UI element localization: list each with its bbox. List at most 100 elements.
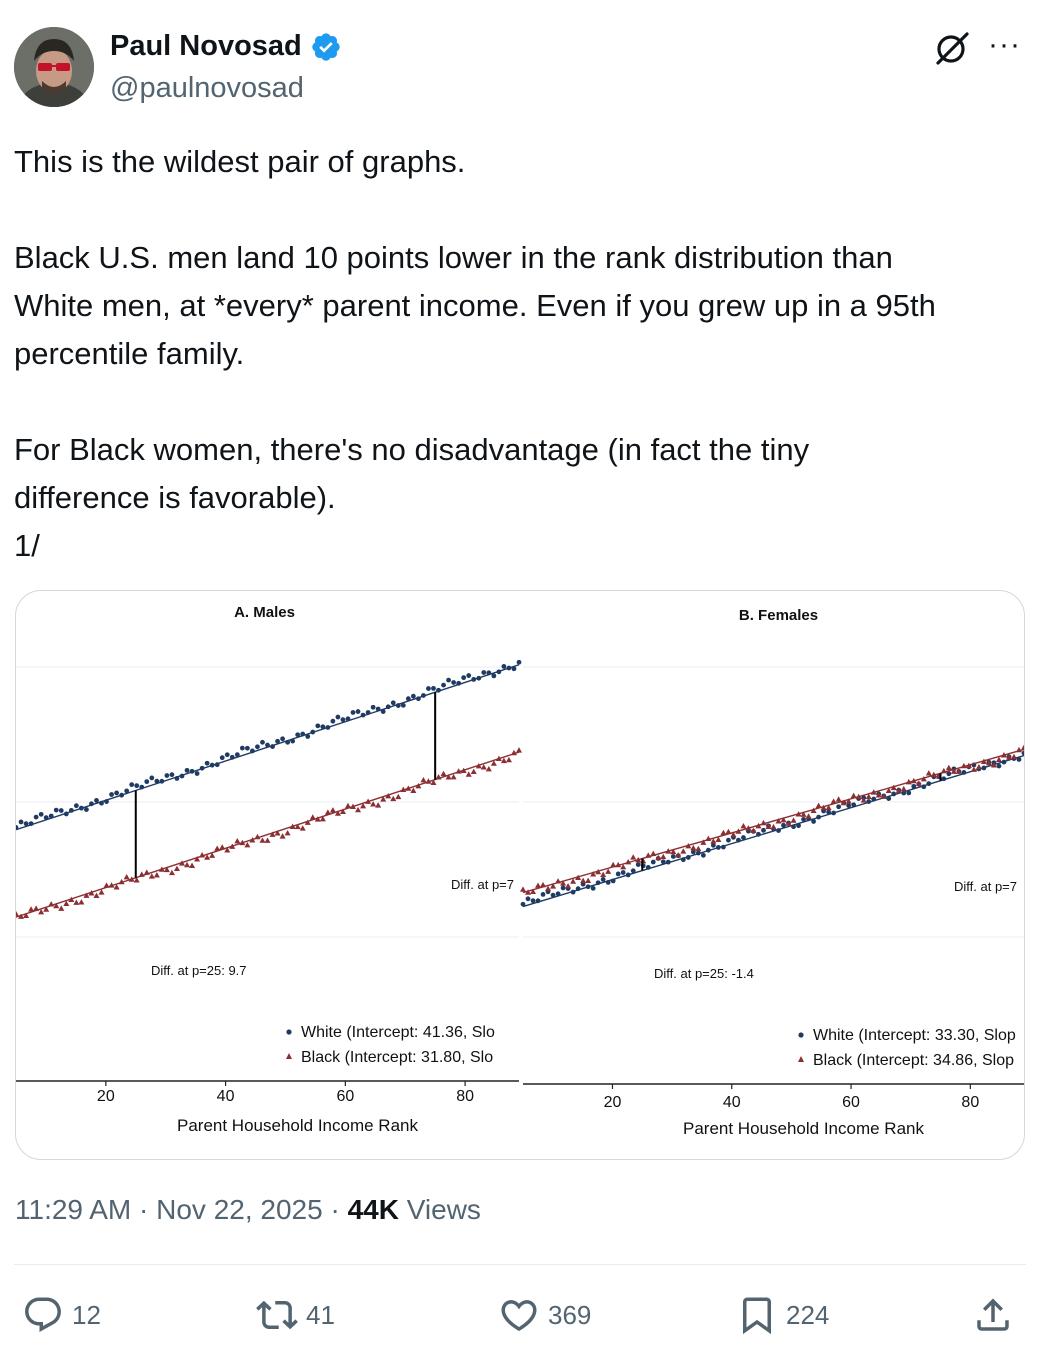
legend-marker xyxy=(798,1032,804,1038)
data-point xyxy=(740,823,747,829)
data-point xyxy=(911,783,917,789)
data-point xyxy=(465,771,472,777)
x-tick-label: 40 xyxy=(723,1094,741,1111)
data-point xyxy=(209,762,215,768)
data-point xyxy=(860,797,867,803)
data-point xyxy=(194,856,201,862)
data-point xyxy=(700,839,707,845)
reply-button[interactable]: 12 xyxy=(22,1294,101,1336)
data-point xyxy=(355,806,362,813)
data-point xyxy=(229,754,235,760)
data-point xyxy=(635,856,642,863)
data-point xyxy=(78,805,84,811)
data-point xyxy=(830,798,837,804)
data-point xyxy=(520,901,526,907)
grok-icon[interactable] xyxy=(934,30,970,66)
data-point xyxy=(930,771,937,778)
repost-button[interactable]: 41 xyxy=(256,1294,335,1336)
data-point xyxy=(139,784,145,790)
data-point xyxy=(745,825,752,831)
data-point xyxy=(204,854,211,860)
chart-panel-males: A. Males 20 40 60 80 Parent Household Income … xyxy=(16,604,522,1135)
data-point xyxy=(319,815,326,822)
avatar[interactable] xyxy=(14,27,94,107)
more-options-icon[interactable]: ··· xyxy=(988,28,1021,61)
data-point xyxy=(58,905,65,911)
x-tick-label: 40 xyxy=(217,1088,235,1105)
data-point xyxy=(610,878,616,884)
data-point xyxy=(615,861,622,868)
data-point xyxy=(244,841,251,848)
author-handle[interactable]: @paulnovosad xyxy=(110,72,304,104)
data-point xyxy=(685,855,691,860)
data-point xyxy=(264,837,271,843)
data-point xyxy=(460,767,467,774)
data-point xyxy=(224,752,230,758)
data-point xyxy=(715,845,721,850)
like-button[interactable]: 369 xyxy=(498,1294,591,1336)
tweet-media-image[interactable]: A. Males 20 40 60 80 Parent Household Income … xyxy=(15,590,1025,1160)
data-point xyxy=(530,888,537,894)
data-point xyxy=(309,814,316,820)
data-point xyxy=(345,716,351,722)
data-point xyxy=(375,706,381,712)
data-point xyxy=(23,821,29,827)
data-point xyxy=(199,852,206,858)
data-point xyxy=(960,762,967,769)
data-point xyxy=(209,852,216,858)
data-point xyxy=(850,792,857,799)
data-point xyxy=(405,696,411,702)
data-point xyxy=(179,773,185,779)
data-point xyxy=(815,802,822,809)
data-point xyxy=(124,788,130,794)
data-point xyxy=(910,777,917,784)
data-point xyxy=(736,837,741,843)
data-point xyxy=(446,677,451,683)
data-point xyxy=(18,819,24,825)
data-point xyxy=(88,890,95,896)
data-point xyxy=(344,802,351,809)
data-point xyxy=(530,898,536,904)
bookmark-count: 224 xyxy=(786,1299,830,1330)
data-point xyxy=(665,859,671,865)
data-point xyxy=(28,821,34,827)
legend-label: White (Intercept: 41.36, Slo xyxy=(301,1024,495,1041)
data-point xyxy=(741,835,746,840)
tweet-time[interactable]: 11:29 AM xyxy=(15,1194,132,1225)
data-point xyxy=(299,825,306,831)
data-point xyxy=(735,828,742,834)
data-point xyxy=(360,712,366,718)
data-point xyxy=(385,793,392,799)
data-point xyxy=(315,723,321,729)
data-point xyxy=(795,811,802,817)
data-point xyxy=(570,889,576,895)
repost-icon xyxy=(256,1300,298,1330)
data-point xyxy=(511,666,517,672)
data-point xyxy=(43,906,50,912)
data-point xyxy=(199,765,205,771)
data-point xyxy=(725,828,732,835)
data-point xyxy=(600,877,606,882)
x-axis-label: Parent Household Income Rank xyxy=(683,1119,924,1138)
data-point xyxy=(53,807,59,813)
share-button[interactable] xyxy=(972,1294,1014,1336)
data-point xyxy=(1000,752,1007,758)
data-point xyxy=(334,810,341,816)
data-point xyxy=(138,871,145,877)
data-point xyxy=(1021,750,1024,756)
data-point xyxy=(875,792,882,798)
bookmark-button[interactable]: 224 xyxy=(736,1294,829,1336)
data-point xyxy=(595,868,602,875)
data-point xyxy=(950,768,957,774)
data-point xyxy=(410,787,417,793)
author-name[interactable]: Paul Novosad xyxy=(110,30,302,62)
tweet-date[interactable]: Nov 22, 2025 xyxy=(156,1194,323,1225)
data-point xyxy=(73,803,79,809)
data-point xyxy=(775,818,782,824)
data-point xyxy=(48,813,54,819)
data-point xyxy=(476,675,482,681)
data-point xyxy=(113,884,120,890)
meta-separator: · xyxy=(330,1194,348,1225)
data-point xyxy=(555,878,562,884)
data-point xyxy=(304,819,311,825)
